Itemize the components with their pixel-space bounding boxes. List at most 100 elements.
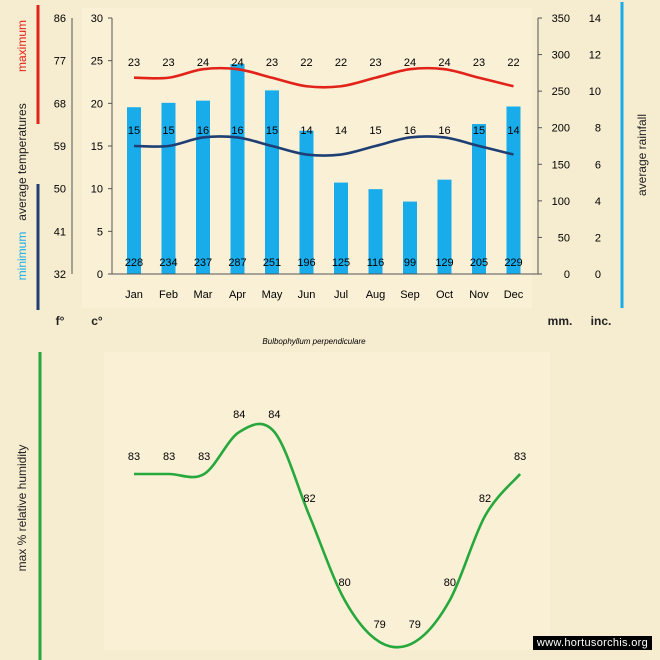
fahrenheit-tick-label: 41: [54, 226, 66, 238]
rainfall-bar-jul: [334, 182, 348, 274]
fahrenheit-tick-label: 68: [54, 98, 66, 110]
inch-tick-label: 4: [595, 196, 601, 208]
min-temp-label-aug: 15: [369, 125, 381, 137]
celsius-unit-label: c°: [91, 314, 103, 328]
min-temp-label-sep: 16: [404, 125, 416, 137]
rainfall-bar-sep: [403, 201, 417, 274]
rainfall-bar-may: [265, 90, 279, 274]
rainfall-bar-nov: [472, 124, 486, 274]
rainfall-bar-jan: [127, 107, 141, 274]
temperature-axes: 0510152025303241505968778605010015020025…: [54, 13, 601, 301]
fahrenheit-tick-label: 77: [54, 56, 66, 68]
rainfall-label-jul: 125: [332, 257, 350, 269]
min-temp-label-nov: 15: [473, 125, 485, 137]
min-temp-label-dec: 14: [507, 125, 519, 137]
humidity-axis-label: max % relative humidity: [15, 445, 29, 572]
month-label-may: May: [262, 289, 283, 301]
rainfall-label-jan: 228: [125, 257, 143, 269]
rainfall-label-may: 251: [263, 257, 281, 269]
month-label-jun: Jun: [298, 289, 316, 301]
min-temp-label-jun: 14: [300, 125, 312, 137]
inch-tick-label: 2: [595, 232, 601, 244]
month-label-jul: Jul: [334, 289, 348, 301]
humidity-plot-panel: [104, 352, 550, 650]
min-temp-label-may: 15: [266, 125, 278, 137]
maximum-temperature-line: [133, 66, 514, 89]
humidity-label-nov: 82: [479, 493, 491, 505]
data-labels: 23 23 24 24 23 22 22 23 24 24 23 22 15 15 16 16 15 14 14 15…: [125, 57, 523, 269]
month-label-oct: Oct: [436, 289, 453, 301]
rainfall-bar-aug: [368, 189, 383, 274]
mm-tick-label: 250: [552, 86, 570, 98]
max-temp-label-feb: 23: [162, 57, 174, 69]
month-label-apr: Apr: [229, 289, 246, 301]
chart-title: Bulbophyllum perpendiculare: [262, 337, 366, 346]
max-temp-label-dec: 22: [507, 57, 519, 69]
min-temp-label-oct: 16: [438, 125, 450, 137]
fahrenheit-tick-label: 32: [54, 269, 66, 281]
max-temp-label-oct: 24: [438, 57, 450, 69]
max-temp-label-nov: 23: [473, 57, 485, 69]
mm-tick-label: 350: [552, 13, 570, 25]
minimum-axis-label: minimum: [15, 232, 29, 281]
celsius-tick-label: 10: [91, 184, 103, 196]
rainfall-label-feb: 234: [159, 257, 177, 269]
max-temp-label-mar: 24: [197, 57, 209, 69]
max-temp-label-sep: 24: [404, 57, 416, 69]
fahrenheit-tick-label: 86: [54, 13, 66, 25]
month-label-aug: Aug: [366, 289, 386, 301]
rainfall-label-aug: 116: [367, 257, 385, 269]
rainfall-bar-jun: [299, 130, 314, 274]
max-temp-label-jun: 22: [300, 57, 312, 69]
fahrenheit-tick-label: 59: [54, 141, 66, 153]
min-temp-label-jul: 14: [335, 125, 347, 137]
celsius-tick-label: 25: [91, 56, 103, 68]
min-temp-label-mar: 16: [197, 125, 209, 137]
celsius-tick-label: 0: [97, 269, 103, 281]
humidity-label-feb: 83: [163, 451, 175, 463]
month-label-dec: Dec: [504, 289, 524, 301]
humidity-label-oct: 80: [444, 577, 456, 589]
inch-unit-label: inc.: [591, 314, 612, 328]
rainfall-label-dec: 229: [504, 257, 522, 269]
celsius-tick-label: 30: [91, 13, 103, 25]
mm-tick-label: 150: [552, 159, 570, 171]
humidity-label-jan: 83: [128, 451, 140, 463]
inch-tick-label: 10: [589, 86, 601, 98]
rainfall-bar-apr: [230, 64, 245, 274]
mm-tick-label: 200: [552, 123, 570, 135]
rainfall-bar-mar: [196, 100, 210, 274]
rainfall-axis-label: average rainfall: [635, 114, 649, 196]
min-temp-label-jan: 15: [128, 125, 140, 137]
rainfall-label-sep: 99: [404, 257, 416, 269]
rainfall-label-mar: 237: [194, 257, 212, 269]
rainfall-bar-oct: [437, 179, 452, 274]
mm-tick-label: 300: [552, 50, 570, 62]
max-temp-label-jul: 22: [335, 57, 347, 69]
max-temp-label-jan: 23: [128, 57, 140, 69]
month-label-sep: Sep: [400, 289, 420, 301]
mm-unit-label: mm.: [548, 314, 573, 328]
month-label-nov: Nov: [469, 289, 489, 301]
rainfall-bar-dec: [506, 106, 521, 274]
fahrenheit-unit-label: f°: [56, 314, 65, 328]
mm-tick-label: 0: [564, 269, 570, 281]
mm-tick-label: 50: [558, 232, 570, 244]
month-label-jan: Jan: [125, 289, 143, 301]
inch-tick-label: 8: [595, 123, 601, 135]
watermark: www.hortusorchis.org: [532, 636, 652, 650]
max-temp-label-aug: 23: [369, 57, 381, 69]
rainfall-bars: [127, 64, 521, 275]
min-temp-label-apr: 16: [231, 125, 243, 137]
temperature-lines: [133, 66, 514, 157]
max-temp-label-apr: 24: [231, 57, 243, 69]
humidity-label-aug: 79: [374, 619, 386, 631]
rainfall-label-oct: 129: [435, 257, 453, 269]
humidity-label-may: 84: [268, 409, 280, 421]
mm-tick-label: 100: [552, 196, 570, 208]
humidity-label-jun: 82: [303, 493, 315, 505]
humidity-label-mar: 83: [198, 451, 210, 463]
inch-tick-label: 0: [595, 269, 601, 281]
humidity-label-apr: 84: [233, 409, 245, 421]
